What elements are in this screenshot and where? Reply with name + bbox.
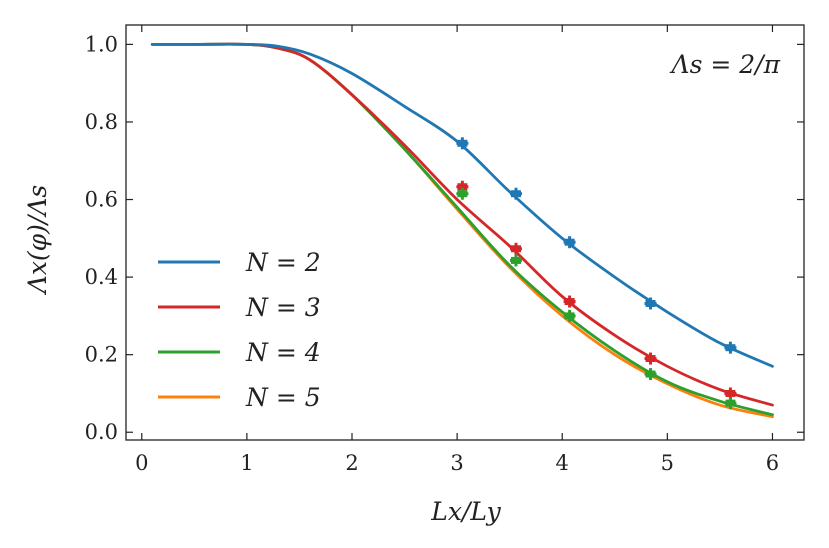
plot-border [125,24,805,441]
chart-annotation: Λs = 2/π [670,50,781,79]
x-tick-label: 0 [135,451,148,475]
y-tick-label: 0.6 [85,188,118,212]
x-tick-label: 4 [556,451,569,475]
y-tick-label: 0.4 [85,265,118,289]
plot-frame [125,24,805,441]
legend-entry-3: N = 4 [158,338,321,367]
markers-layer [456,137,737,410]
y-tick-label: 0.0 [85,420,118,444]
data-point-series-1 [456,137,469,150]
legend-entry-4: N = 5 [158,383,321,412]
legend-label: N = 4 [245,338,321,367]
data-point-series-1 [644,297,657,310]
x-tick-label: 6 [766,451,779,475]
legend-entry-1: N = 2 [158,248,321,277]
x-tick-label: 3 [450,451,463,475]
data-point-series-1 [509,187,522,200]
y-axis-label: Λx(φ)/Λs [23,185,52,295]
series-layer [150,42,774,419]
x-tick-label: 5 [661,451,674,475]
data-point-series-3 [724,397,737,410]
data-point-series-3 [644,368,657,381]
data-point-series-3 [456,187,469,200]
data-point-series-1 [563,236,576,249]
x-axis-label: Lx/Ly [430,497,501,526]
data-point-series-2 [644,352,657,365]
legend-label: N = 5 [245,383,321,412]
y-tick-label: 0.8 [85,110,118,134]
data-point-series-2 [563,295,576,308]
legend-label: N = 3 [245,293,321,322]
legend: N = 2 N = 3 N = 4 N = 5 [158,248,321,412]
legend-entry-2: N = 3 [158,293,321,322]
data-point-series-3 [563,309,576,322]
x-tick-label: 1 [240,451,253,475]
data-point-series-3 [509,254,522,267]
data-point-series-2 [509,242,522,255]
legend-label: N = 2 [245,248,321,277]
series-line-1 [150,42,774,368]
axis-ticks: 0 1 2 3 4 5 6 0.0 0.2 0.4 0.6 0.8 1.0 [85,25,804,475]
y-tick-label: 1.0 [85,32,118,56]
y-tick-label: 0.2 [85,343,118,367]
x-tick-label: 2 [345,451,358,475]
data-point-series-1 [724,341,737,354]
